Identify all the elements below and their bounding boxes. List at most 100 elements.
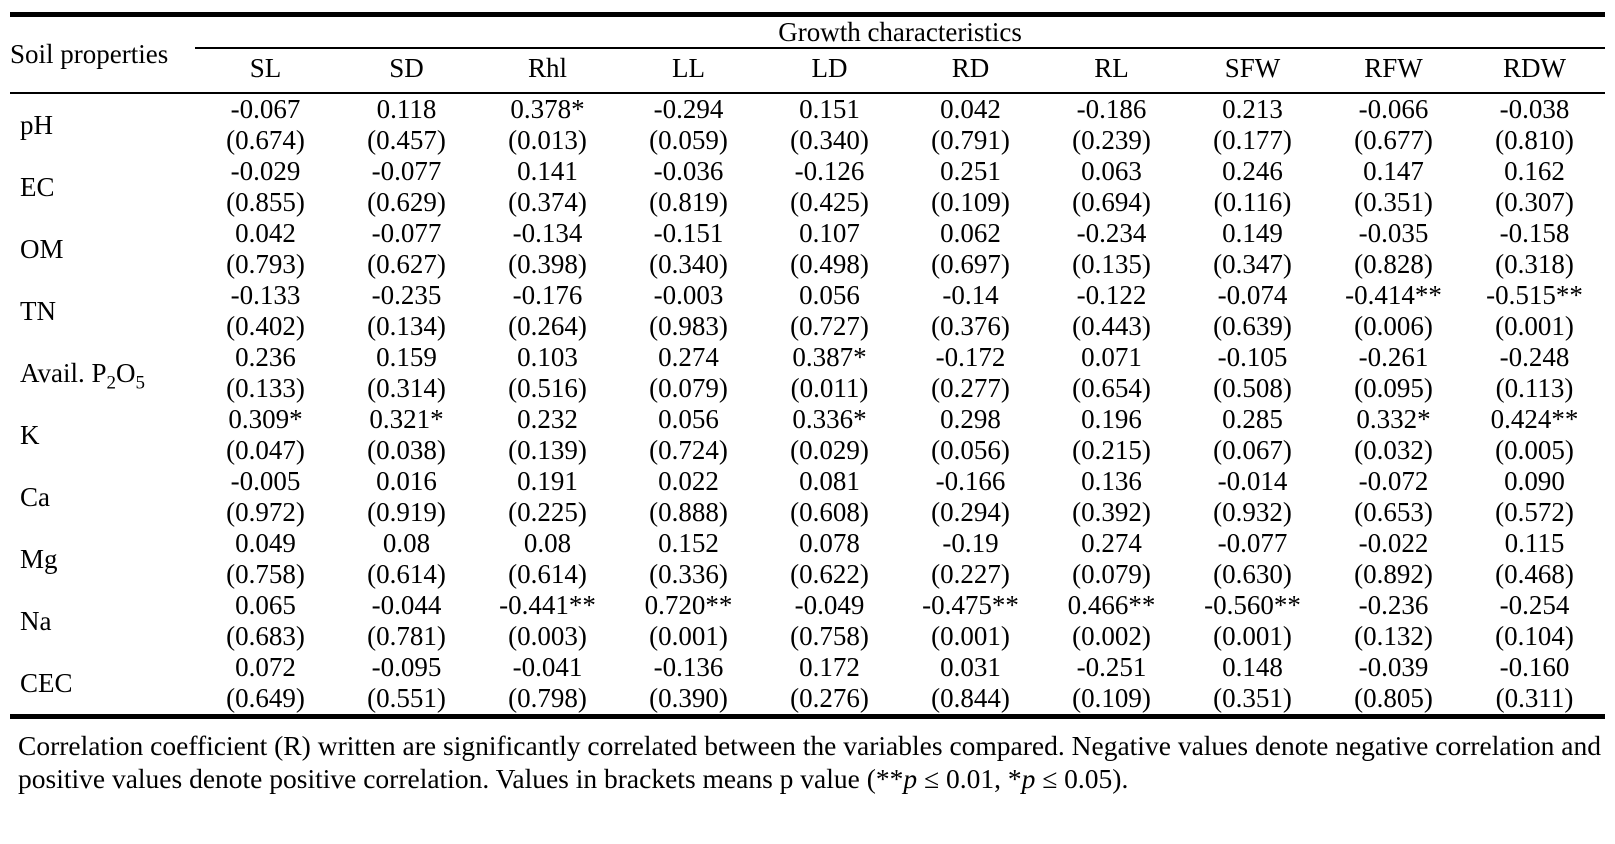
correlation-cell: 0.424** (0.005) [1464,404,1605,466]
p-value: (0.006) [1354,311,1433,341]
correlation-cell: -0.044 (0.781) [336,590,477,652]
p-value: (0.264) [508,311,587,341]
p-value: (0.351) [1354,187,1433,217]
p-value: (0.227) [931,559,1010,589]
p-value: (0.177) [1213,125,1292,155]
r-value: -0.035 [1358,218,1429,248]
correlation-cell: 0.720** (0.001) [618,590,759,652]
p-value: (0.132) [1354,621,1433,651]
p-value: (0.047) [226,435,305,465]
correlation-cell: 0.251 (0.109) [900,156,1041,218]
r-value: 0.147 [1363,156,1424,186]
r-value: -0.003 [653,280,724,310]
r-value: -0.077 [371,218,442,248]
row-label: Avail. P2O5 [10,342,195,404]
r-value: -0.039 [1358,652,1429,682]
p-value: (0.443) [1072,311,1151,341]
r-value: 0.298 [940,404,1001,434]
p-value: (0.683) [226,621,305,651]
correlation-cell: -0.036 (0.819) [618,156,759,218]
p-value: (0.677) [1354,125,1433,155]
p-value: (0.340) [790,125,869,155]
footnote-italic-p: p [903,763,918,794]
row-label: TN [20,295,56,326]
p-value: (0.390) [649,683,728,713]
r-value: -0.136 [653,652,724,682]
r-value: 0.022 [658,466,719,496]
row-label-subscript: 2 [106,371,117,393]
p-value: (0.855) [226,187,305,217]
row-label: Ca [20,481,50,512]
p-value: (0.793) [226,249,305,279]
r-value: 0.424** [1490,404,1579,434]
correlation-cell: 0.016 (0.919) [336,466,477,528]
p-value: (0.498) [790,249,869,279]
correlation-cell: -0.166 (0.294) [900,466,1041,528]
p-value: (0.013) [508,125,587,155]
r-value: -0.19 [942,528,999,558]
r-value: -0.186 [1076,94,1147,124]
correlation-cell: 0.042 (0.793) [195,218,336,280]
p-value: (0.109) [1072,683,1151,713]
r-value: -0.126 [794,156,865,186]
p-value: (0.781) [367,621,446,651]
r-value: 0.049 [235,528,296,558]
correlation-cell: -0.261 (0.095) [1323,342,1464,404]
r-value: 0.107 [799,218,860,248]
correlation-cell: 0.072 (0.649) [195,652,336,717]
r-value: 0.162 [1504,156,1565,186]
p-value: (0.133) [226,373,305,403]
correlation-cell: -0.254 (0.104) [1464,590,1605,652]
row-label: Mg [20,543,58,574]
row-label: OM [20,233,64,264]
r-value: 0.141 [517,156,578,186]
p-value: (0.919) [367,497,446,527]
p-value: (0.614) [367,559,446,589]
p-value: (0.727) [790,311,869,341]
row-label: K [20,419,40,450]
r-value: -0.067 [230,94,301,124]
r-value: -0.515** [1486,280,1583,310]
correlation-cell: 0.321* (0.038) [336,404,477,466]
correlation-cell: 0.378* (0.013) [477,93,618,156]
correlation-cell: -0.077 (0.627) [336,218,477,280]
correlation-cell: 0.274 (0.079) [1041,528,1182,590]
r-value: -0.074 [1217,280,1288,310]
paper-table-page: Soil properties Growth characteristics S… [10,12,1606,794]
correlation-cell: 0.056 (0.727) [759,280,900,342]
p-value: (0.029) [790,435,869,465]
row-label-text: O [116,357,136,388]
correlation-cell: 0.042 (0.791) [900,93,1041,156]
p-value: (0.892) [1354,559,1433,589]
p-value: (0.038) [367,435,446,465]
correlation-cell: -0.136 (0.390) [618,652,759,717]
r-value: 0.056 [658,404,719,434]
r-value: -0.038 [1499,94,1570,124]
correlation-cell: -0.074 (0.639) [1182,280,1323,342]
p-value: (0.639) [1213,311,1292,341]
p-value: (0.294) [931,497,1010,527]
footnote-italic-p: p [1021,763,1036,794]
r-value: 0.309* [228,404,303,434]
r-value: -0.236 [1358,590,1429,620]
correlation-cell: 0.071 (0.654) [1041,342,1182,404]
correlation-cell: -0.134 (0.398) [477,218,618,280]
correlation-cell: -0.077 (0.630) [1182,528,1323,590]
correlation-cell: 0.08 (0.614) [336,528,477,590]
r-value: -0.441** [499,590,596,620]
p-value: (0.215) [1072,435,1151,465]
r-value: 0.152 [658,528,719,558]
table-row-na: Na 0.065 (0.683) -0.044 (0.781) -0.441** (0.00… [10,590,1605,652]
r-value: -0.158 [1499,218,1570,248]
r-value: -0.172 [935,342,1006,372]
p-value: (0.551) [367,683,446,713]
p-value: (0.001) [649,621,728,651]
correlation-cell: 0.056 (0.724) [618,404,759,466]
table-row-mg: Mg 0.049 (0.758) 0.08 (0.614) 0.08 (0.614) 0.15… [10,528,1605,590]
r-value: -0.14 [942,280,999,310]
r-value: 0.136 [1081,466,1142,496]
correlation-cell: 0.213 (0.177) [1182,93,1323,156]
p-value: (0.758) [790,621,869,651]
p-value: (0.001) [1213,621,1292,651]
correlation-cell: 0.063 (0.694) [1041,156,1182,218]
